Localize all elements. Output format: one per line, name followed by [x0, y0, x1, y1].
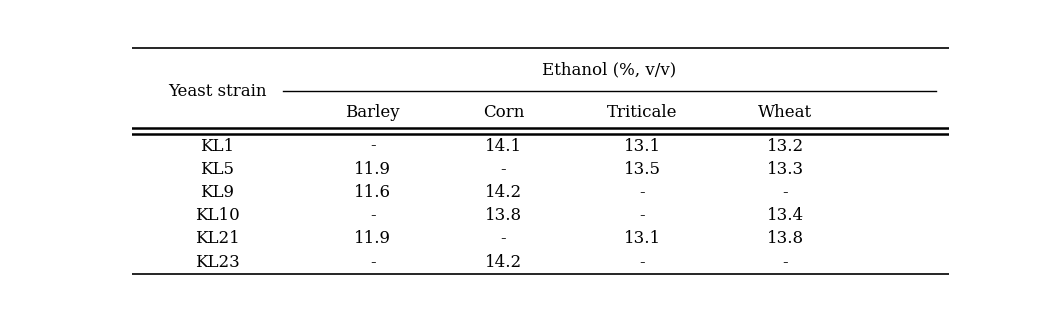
Text: -: -: [501, 230, 506, 247]
Text: -: -: [640, 207, 645, 224]
Text: 13.8: 13.8: [485, 207, 522, 224]
Text: 13.5: 13.5: [624, 161, 661, 178]
Text: KL5: KL5: [200, 161, 235, 178]
Text: Wheat: Wheat: [758, 104, 813, 121]
Text: KL1: KL1: [200, 137, 235, 155]
Text: -: -: [782, 184, 788, 201]
Text: -: -: [370, 207, 375, 224]
Text: Barley: Barley: [346, 104, 401, 121]
Text: KL21: KL21: [195, 230, 240, 247]
Text: Triticale: Triticale: [607, 104, 678, 121]
Text: 14.1: 14.1: [485, 137, 522, 155]
Text: 11.9: 11.9: [354, 161, 391, 178]
Text: -: -: [370, 254, 375, 271]
Text: KL9: KL9: [200, 184, 235, 201]
Text: 13.2: 13.2: [766, 137, 804, 155]
Text: 11.6: 11.6: [354, 184, 391, 201]
Text: -: -: [640, 254, 645, 271]
Text: 13.1: 13.1: [624, 137, 661, 155]
Text: -: -: [782, 254, 788, 271]
Text: 11.9: 11.9: [354, 230, 391, 247]
Text: -: -: [640, 184, 645, 201]
Text: Corn: Corn: [483, 104, 524, 121]
Text: Yeast strain: Yeast strain: [169, 83, 267, 100]
Text: -: -: [501, 161, 506, 178]
Text: 13.4: 13.4: [766, 207, 804, 224]
Text: KL10: KL10: [195, 207, 240, 224]
Text: 13.8: 13.8: [766, 230, 804, 247]
Text: 14.2: 14.2: [485, 184, 522, 201]
Text: -: -: [370, 137, 375, 155]
Text: Ethanol (%, v/v): Ethanol (%, v/v): [543, 61, 677, 78]
Text: 13.3: 13.3: [766, 161, 804, 178]
Text: KL23: KL23: [195, 254, 240, 271]
Text: 13.1: 13.1: [624, 230, 661, 247]
Text: 14.2: 14.2: [485, 254, 522, 271]
